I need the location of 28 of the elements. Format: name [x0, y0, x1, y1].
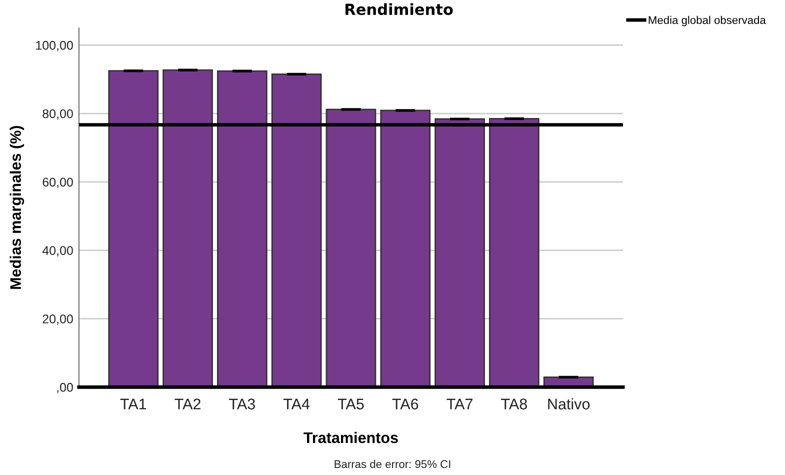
bar [380, 110, 431, 388]
bar [271, 74, 322, 388]
chart-title: Rendimiento [346, 3, 453, 16]
y-tick-label: 40,00 [42, 246, 73, 256]
y-tick-label: 80,00 [42, 109, 73, 120]
x-tick-label: TA7 [446, 398, 472, 410]
y-tick-label: ,00 [57, 382, 73, 394]
x-tick-label: TA3 [229, 398, 255, 410]
text: Barras de error: 95% CI [334, 460, 450, 468]
x-tick-label: TA2 [174, 398, 200, 410]
x-tick-label: Nativo [548, 398, 590, 410]
x-tick-label: TA5 [338, 398, 364, 410]
y-tick-label: 100,00 [36, 40, 73, 52]
bar [162, 69, 213, 388]
x-tick-label: TA8 [501, 398, 527, 410]
x-tick-label: TA1 [120, 398, 146, 410]
y-tick-label: 20,00 [42, 314, 73, 325]
bar [216, 70, 268, 388]
bar [108, 70, 159, 388]
legend-label: Media global observada [648, 16, 766, 26]
x-tick-label: TA4 [283, 398, 310, 410]
y-tick-label: 60,00 [42, 178, 73, 188]
bar [326, 108, 376, 388]
x-tick-label: TA6 [392, 398, 418, 410]
y-axis-title: Medias marginales (%) [10, 126, 24, 289]
bar [489, 118, 540, 388]
bar [434, 118, 485, 388]
x-axis-title: Tratamientos [304, 432, 398, 444]
